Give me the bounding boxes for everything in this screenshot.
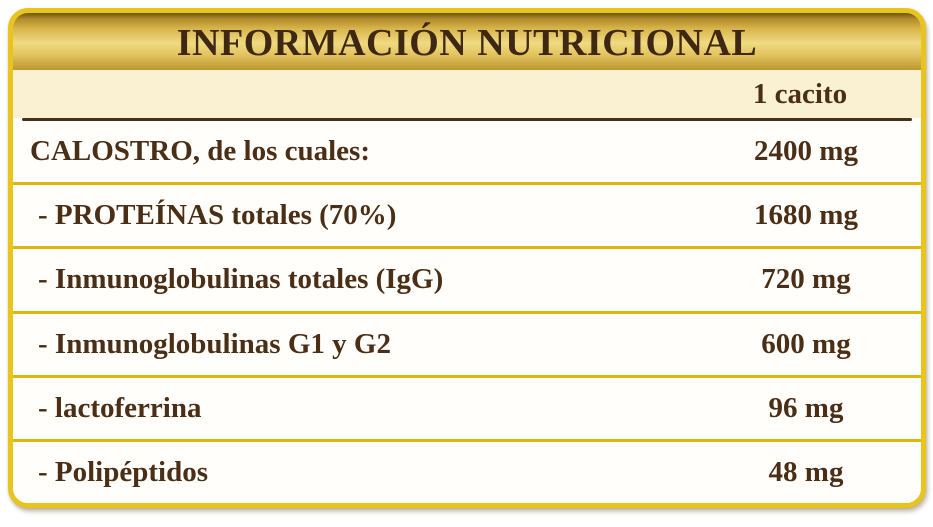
nutrient-name: - Inmunoglobulinas G1 y G2 <box>38 327 391 360</box>
table-row: - Polipéptidos 48 mg <box>13 442 921 503</box>
nutrient-amount: 48 mg <box>768 455 844 488</box>
nutrient-amount: 720 mg <box>761 263 851 296</box>
serving-column-header: 1 cacito <box>752 77 848 110</box>
table-row: - lactoferrina 96 mg <box>13 378 921 442</box>
nutrient-name: - PROTEÍNAS totales (70%) <box>38 199 397 232</box>
nutrient-name: - lactoferrina <box>38 391 202 424</box>
table-row: - Inmunoglobulinas G1 y G2 600 mg <box>13 314 921 378</box>
nutrient-name: CALOSTRO, de los cuales: <box>30 135 370 168</box>
label-title: INFORMACIÓN NUTRICIONAL <box>176 21 758 64</box>
table-row: - Inmunoglobulinas totales (IgG) 720 mg <box>13 249 921 314</box>
header-divider <box>22 118 912 121</box>
nutrient-name: - Polipéptidos <box>38 455 208 488</box>
label-header-band: INFORMACIÓN NUTRICIONAL <box>13 13 921 70</box>
table-row: - PROTEÍNAS totales (70%) 1680 mg <box>13 185 921 250</box>
nutrient-amount: 96 mg <box>768 391 844 424</box>
nutrition-label-card: INFORMACIÓN NUTRICIONAL 1 cacito CALOSTR… <box>8 8 926 508</box>
nutrient-name: - Inmunoglobulinas totales (IgG) <box>38 263 444 296</box>
nutrient-amount: 2400 mg <box>754 135 858 168</box>
serving-header-row: 1 cacito <box>13 70 921 118</box>
nutrient-amount: 1680 mg <box>754 199 858 232</box>
table-row: CALOSTRO, de los cuales: 2400 mg <box>13 121 921 186</box>
nutrient-amount: 600 mg <box>761 327 851 360</box>
nutrient-table: CALOSTRO, de los cuales: 2400 mg - PROTE… <box>13 121 921 503</box>
